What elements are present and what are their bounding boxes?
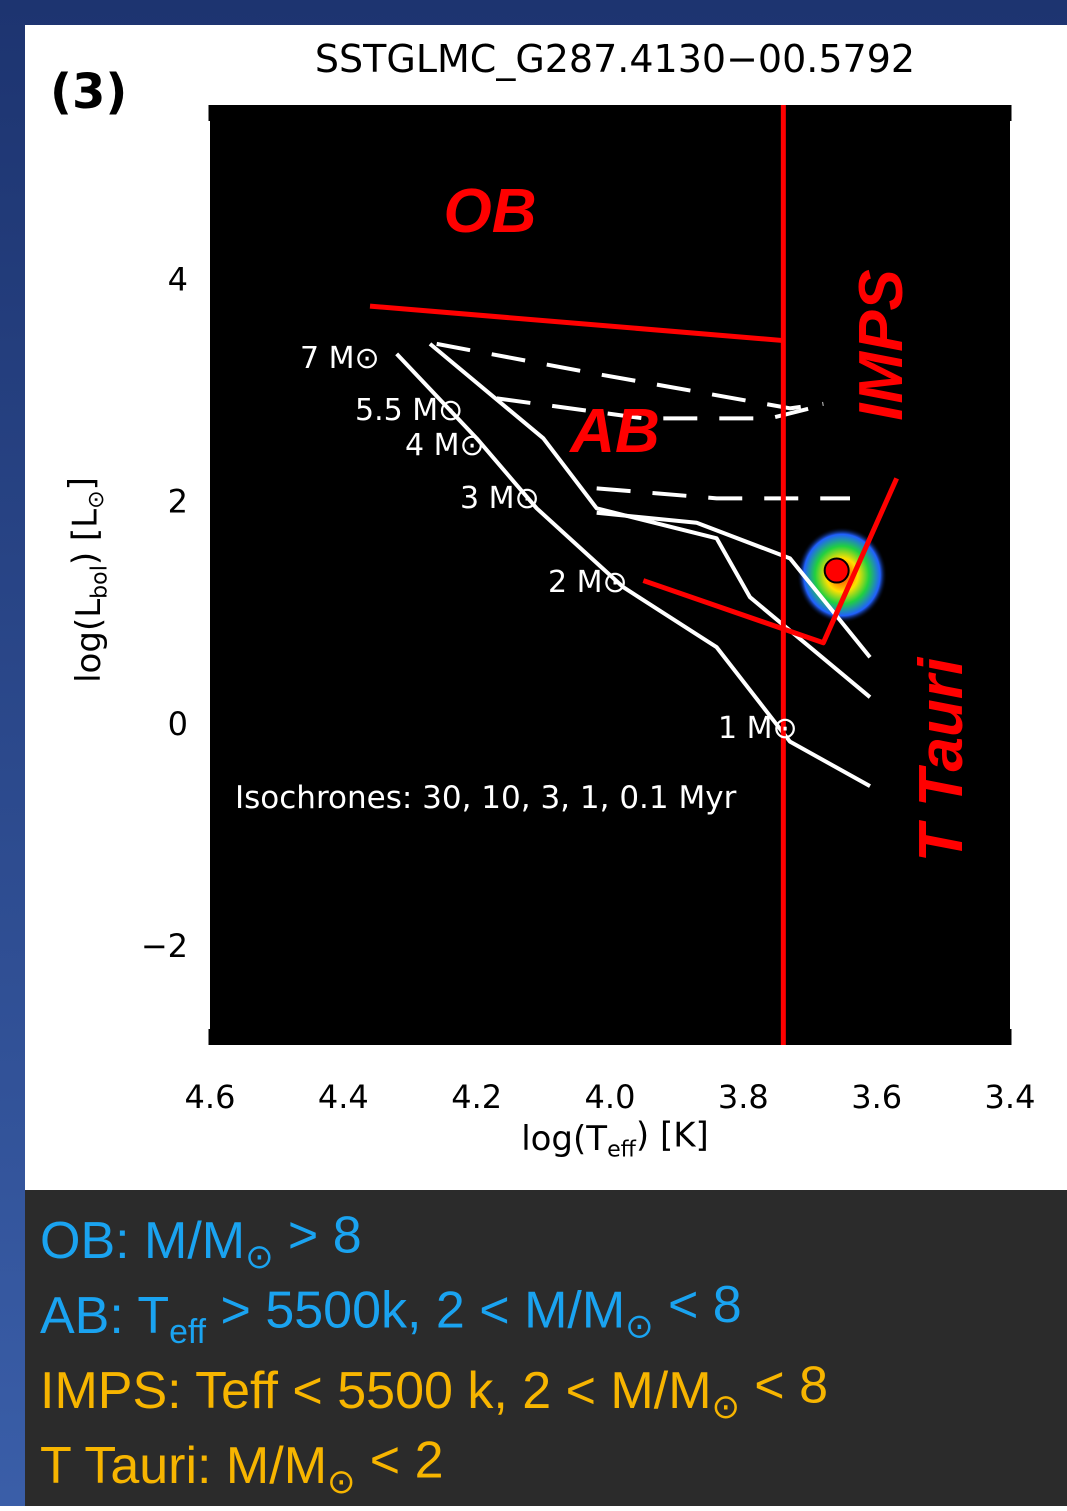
legend-line: OB: M/M⊙ > 8 — [40, 1207, 362, 1277]
mass-label: 3 M⊙ — [460, 481, 540, 516]
y-tick-label: 4 — [168, 260, 188, 298]
evolutionary-track — [395, 352, 871, 788]
text-segment: > 8 — [273, 1207, 361, 1265]
legend-line: AB: Teff > 5500k, 2 < M/M⊙ < 8 — [40, 1276, 742, 1351]
x-axis-title: log(Teff) [K] — [521, 1115, 709, 1162]
text-segment: T Tauri: M/M — [40, 1437, 327, 1495]
region-label: AB — [568, 397, 660, 466]
plot: 7 M⊙ 5.5 M⊙4 M⊙ 3 M⊙ 2 M⊙ 1 M⊙ Isochrones: 30… — [235, 105, 976, 1045]
legend-line: T Tauri: M/M⊙ < 2 — [40, 1432, 444, 1502]
text-segment: AB: T — [40, 1287, 169, 1345]
text-segment: OB: M/M — [40, 1212, 245, 1270]
text-segment: ) [K] — [636, 1115, 709, 1155]
subscript: bol — [87, 565, 113, 599]
text-segment: log(T — [521, 1119, 607, 1159]
legend-line: IMPS: Teff < 5500 k, 2 < M/M⊙ < 8 — [40, 1357, 828, 1427]
evolutionary-track — [496, 396, 811, 421]
x-tick-label: 3.6 — [851, 1078, 902, 1116]
subscript: ⊙ — [327, 1463, 355, 1501]
evolutionary-track — [428, 342, 872, 699]
text-segment: ) [L — [65, 509, 105, 565]
evolutionary-track — [596, 510, 872, 659]
evolutionary-track — [436, 341, 824, 411]
text-segment: < 8 — [740, 1357, 828, 1415]
x-tick-label: 4.0 — [585, 1078, 636, 1116]
y-tick-label: 0 — [168, 705, 188, 743]
subscript: eff — [169, 1313, 207, 1351]
text-segment: IMPS: Teff < 5500 k, 2 < M/M — [40, 1362, 712, 1420]
mass-label: 5.5 M⊙ — [355, 393, 463, 428]
mass-label: 1 M⊙ — [718, 711, 798, 746]
x-tick-label: 3.8 — [718, 1078, 769, 1116]
text-segment: < 2 — [355, 1432, 443, 1490]
x-tick-label: 4.4 — [318, 1078, 369, 1116]
tracks — [395, 341, 872, 788]
text-segment: log(L — [69, 599, 109, 683]
y-tick-label: 2 — [168, 483, 188, 521]
region-label: OB — [444, 177, 537, 246]
text-segment: ] — [62, 477, 102, 490]
evolutionary-track — [596, 486, 850, 501]
legend-text: OB: M/M⊙ > 8AB: Teff > 5500k, 2 < M/M⊙ <… — [40, 1207, 828, 1502]
region-label: IMPS — [847, 269, 916, 421]
subscript: ⊙ — [83, 490, 109, 509]
x-tick-label: 4.2 — [451, 1078, 502, 1116]
text-segment: > 5500k, 2 < M/M — [206, 1282, 625, 1340]
subscript: ⊙ — [625, 1308, 653, 1346]
chart-title: SSTGLMC_G287.4130−00.5792 — [315, 37, 915, 81]
x-tick-label: 3.4 — [985, 1078, 1036, 1116]
mass-label: 4 M⊙ — [405, 428, 485, 463]
isochrone-note: Isochrones: 30, 10, 3, 1, 0.1 Myr — [235, 780, 737, 816]
panel-label: (3) — [50, 64, 127, 120]
x-tick-label: 4.6 — [185, 1078, 236, 1116]
legend-box — [25, 1190, 1067, 1506]
mass-label: 2 M⊙ — [548, 565, 628, 600]
subscript: ⊙ — [245, 1238, 273, 1276]
mass-label: 7 M⊙ — [300, 341, 380, 376]
region-label: T Tauri — [907, 656, 976, 862]
text-segment: < 8 — [654, 1276, 742, 1334]
subscript: eff — [607, 1137, 637, 1163]
source-point — [823, 557, 850, 584]
region-boundary — [642, 477, 899, 646]
y-axis-title: log(Lbol) [L⊙] — [62, 477, 113, 683]
subscript: ⊙ — [712, 1388, 740, 1426]
y-tick-label: −2 — [141, 927, 188, 965]
region-boundary — [369, 303, 784, 344]
